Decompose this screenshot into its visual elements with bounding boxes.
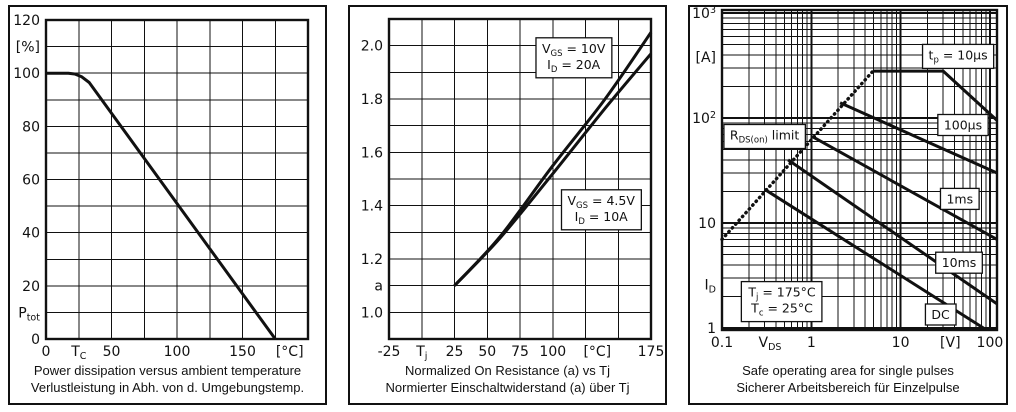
- series-v-gs-4-5v-i-d-10a: [453, 52, 653, 287]
- y-tick-label: 1.0: [361, 305, 383, 321]
- x-tick-label: 0.1: [711, 335, 733, 351]
- y-tick-label: 40: [22, 226, 40, 242]
- plot-frame: [387, 17, 653, 341]
- x-tick-label: 100: [977, 335, 1004, 351]
- series-group: [453, 31, 653, 287]
- x-tick-label: [°C]: [583, 344, 611, 360]
- svg-text:tp = 10µs: tp = 10µs: [929, 47, 988, 65]
- y-tick-label: 0: [31, 332, 40, 348]
- axis-tick-labels: 0 TC 50 100 150 [°C] 120 [%] 100 80 60 40 20 Ptot 0: [13, 13, 303, 362]
- annotation-label: Tj = 175°CTc = 25°C: [740, 280, 823, 323]
- y-tick-label: [A]: [695, 50, 716, 66]
- y-tick-label: 100: [13, 66, 40, 82]
- svg-text:Tc = 25°C: Tc = 25°C: [750, 301, 813, 319]
- x-tick-label: 100: [539, 344, 566, 360]
- svg-text:DC: DC: [931, 307, 950, 322]
- svg-text:VGS = 10V: VGS = 10V: [542, 41, 606, 59]
- x-tick-label: 10: [892, 335, 910, 351]
- x-tick-label: VDS: [759, 335, 782, 353]
- x-tick-label: 175: [638, 344, 665, 360]
- svg-text:Tj = 175°C: Tj = 175°C: [747, 285, 816, 303]
- y-tick-label: 1: [707, 321, 716, 337]
- y-tick-label: 1.4: [361, 199, 383, 215]
- y-tick-label: 1.6: [361, 145, 383, 161]
- x-tick-label: [°C]: [276, 344, 304, 360]
- plot-frame: [720, 8, 999, 332]
- y-tick-label: ID: [705, 278, 716, 296]
- caption-german: Verlustleistung in Abh. von d. Umgebungs…: [30, 380, 305, 395]
- series-group: [46, 71, 277, 340]
- y-tick-label: Ptot: [18, 305, 40, 323]
- y-tick-label: 80: [22, 119, 40, 135]
- annotation-label: 100µs: [937, 113, 989, 137]
- x-tick-label: 50: [103, 344, 121, 360]
- y-tick-label: 20: [22, 279, 40, 295]
- x-tick-label: 0: [42, 344, 51, 360]
- chart-captions-soa: Safe operating area for single pulses Si…: [688, 362, 1008, 396]
- chart-captions-power-derating: Power dissipation versus ambient tempera…: [8, 362, 327, 396]
- series-100µs: [839, 101, 998, 175]
- x-tick-label: 100: [164, 344, 191, 360]
- gridlines: [45, 19, 309, 340]
- chart-captions-normalized-rdson: Normalized On Resistance (a) vs Tj Normi…: [348, 362, 667, 396]
- svg-text:VGS = 4.5V: VGS = 4.5V: [567, 193, 635, 211]
- y-tick-label: 10: [698, 216, 716, 232]
- y-tick-label: 103: [692, 5, 716, 22]
- plot-frame: [44, 18, 310, 341]
- axis-tick-labels: 0.1 VDS 1 10 [V] 100 103 [A] 102 10 ID 1: [692, 5, 1003, 353]
- y-tick-label: 1.8: [361, 92, 383, 108]
- svg-text:10ms: 10ms: [942, 255, 977, 270]
- series-10ms: [787, 158, 998, 306]
- svg-text:ID = 10A: ID = 10A: [575, 209, 629, 227]
- series-1ms: [812, 135, 998, 241]
- x-tick-label: TC: [70, 344, 87, 362]
- svg-text:100µs: 100µs: [944, 118, 982, 133]
- series-ptot-derating-vs-ambient-temperature: [46, 71, 277, 340]
- series-r-ds-on-limit: [720, 69, 875, 242]
- y-tick-label: 102: [692, 110, 716, 127]
- x-tick-label: 150: [229, 344, 256, 360]
- y-tick-label: 2.0: [361, 39, 383, 55]
- y-tick-label: a: [374, 279, 383, 295]
- chart-box-soa: 0.1 VDS 1 10 [V] 100 103 [A] 102 10 ID 1 tp = 10µs 10…: [688, 5, 1008, 405]
- x-tick-label: 50: [478, 344, 496, 360]
- y-tick-label: [%]: [16, 40, 40, 56]
- caption-german: Sicherer Arbeitsbereich für Einzelpulse: [736, 380, 960, 395]
- x-tick-label: [V]: [940, 335, 961, 351]
- caption-german: Normierter Einschaltwiderstand (a) über …: [385, 380, 630, 395]
- annotation-label: 1ms: [939, 187, 980, 211]
- soa-chart: 0.1 VDS 1 10 [V] 100 103 [A] 102 10 ID 1 tp = 10µs 10…: [692, 5, 1003, 353]
- y-tick-label: 120: [13, 13, 40, 29]
- svg-text:ID = 20A: ID = 20A: [547, 57, 601, 75]
- caption-english: Normalized On Resistance (a) vs Tj: [405, 363, 610, 378]
- chart-box-power-derating: 0 TC 50 100 150 [°C] 120 [%] 100 80 60 40 20 Ptot 0 Po…: [8, 5, 327, 405]
- chart-box-normalized-rdson: -25 Tj 25 50 75 100 [°C] 175 2.0 1.8 1.6 1.4 1.2 a 1.0…: [348, 5, 667, 405]
- caption-english: Safe operating area for single pulses: [742, 363, 954, 378]
- x-tick-label: 1: [807, 335, 816, 351]
- annotation-label: 10ms: [935, 251, 983, 274]
- power-derating-chart: 0 TC 50 100 150 [°C] 120 [%] 100 80 60 40 20 Ptot 0: [13, 13, 310, 362]
- annotation-label: DC: [924, 303, 957, 326]
- y-tick-label: 60: [22, 173, 40, 189]
- normalized-rdson-chart: -25 Tj 25 50 75 100 [°C] 175 2.0 1.8 1.6 1.4 1.2 a 1.0…: [361, 17, 665, 362]
- x-tick-label: -25: [378, 344, 401, 360]
- svg-text:RDS(on) limit: RDS(on) limit: [730, 128, 799, 146]
- x-tick-label: 75: [511, 344, 529, 360]
- series-t-p-10µs: [873, 69, 999, 122]
- svg-text:1ms: 1ms: [946, 191, 973, 206]
- caption-english: Power dissipation versus ambient tempera…: [33, 363, 302, 378]
- annotation-label: RDS(on) limit: [723, 123, 807, 150]
- axis-tick-labels: -25 Tj 25 50 75 100 [°C] 175 2.0 1.8 1.6 1.4 1.2 a 1.0: [361, 39, 665, 362]
- series-group: [720, 69, 999, 330]
- y-tick-label: 1.2: [361, 252, 383, 268]
- x-tick-label: 25: [446, 344, 464, 360]
- x-tick-label: Tj: [415, 344, 427, 362]
- annotation-label: tp = 10µs: [921, 43, 995, 70]
